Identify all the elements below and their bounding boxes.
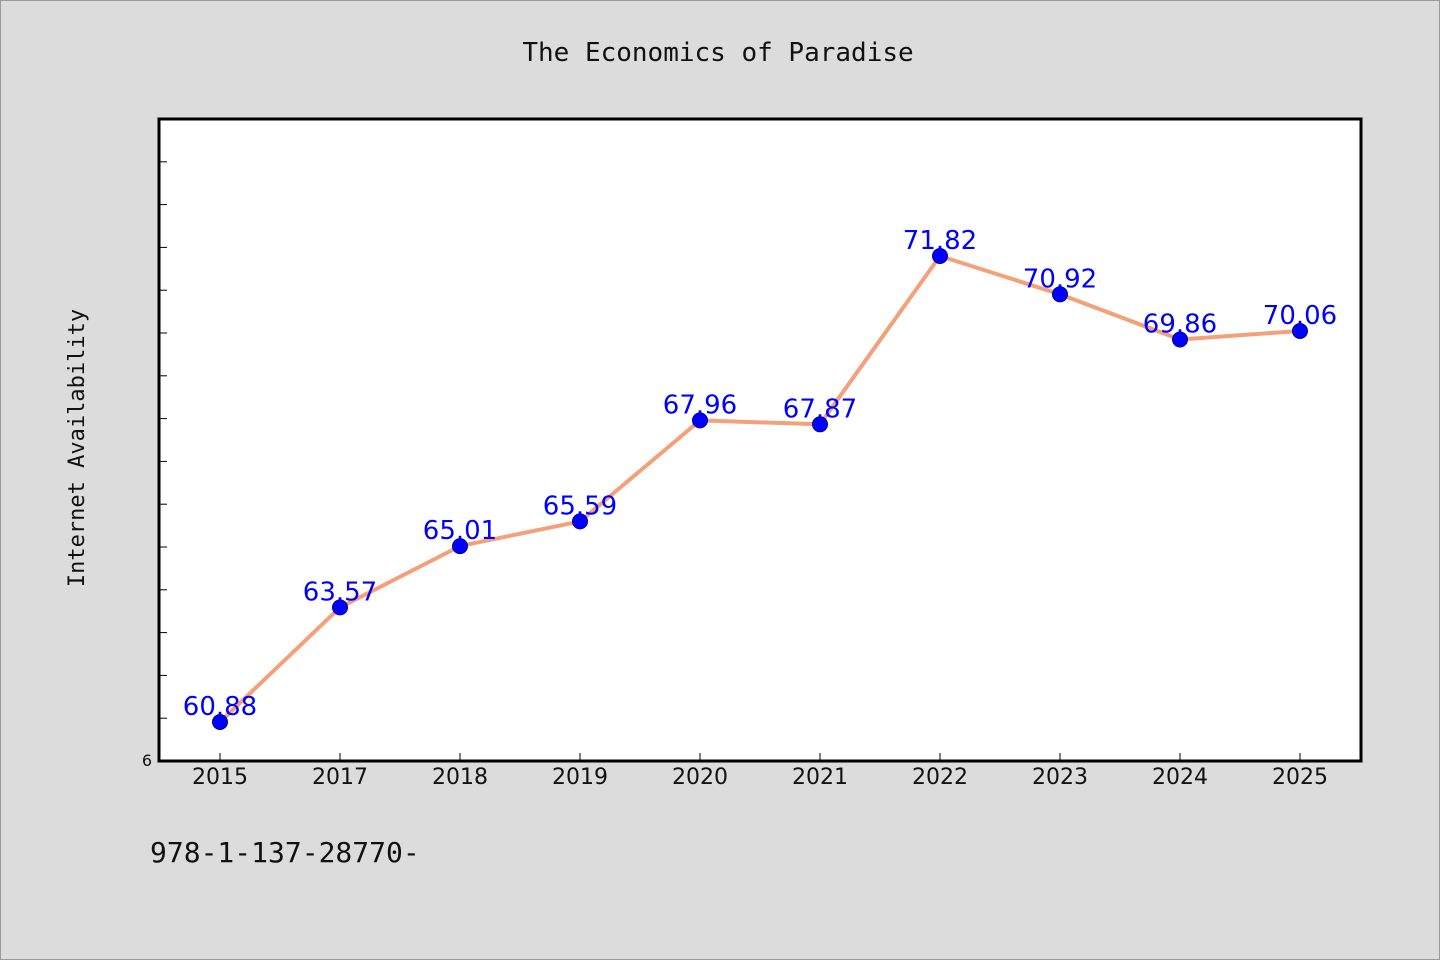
data-labels: 60.88 63.57 65.01 65.59 67.96 67.87 71.82 70.92…	[183, 226, 1337, 722]
data-point-marker	[452, 538, 468, 555]
plot-area	[157, 117, 1363, 763]
data-point-marker	[812, 416, 828, 433]
x-tick-label: 2015	[192, 765, 248, 790]
data-value-label: 67.87	[783, 394, 857, 424]
data-points	[212, 248, 1308, 730]
data-value-label: 63.57	[303, 577, 377, 607]
data-value-label: 60.88	[183, 692, 257, 722]
x-tick-label: 2019	[552, 765, 608, 790]
data-point-marker	[1172, 331, 1188, 348]
data-value-label: 70.92	[1023, 264, 1097, 294]
x-tick-label: 2017	[312, 765, 368, 790]
data-point-marker	[1292, 323, 1308, 339]
data-point-marker	[572, 513, 588, 530]
x-axis-ticks	[219, 753, 1301, 761]
data-point-marker	[932, 248, 948, 264]
data-point-marker	[1052, 286, 1068, 303]
x-tick-label: 2021	[792, 765, 848, 790]
series-line	[218, 254, 1301, 724]
x-tick-label: 2024	[1152, 765, 1208, 790]
isbn-footer-text: 978-1-137-28770-	[150, 836, 420, 869]
y-axis-ticks	[159, 161, 167, 719]
data-value-label: 71.82	[903, 226, 977, 256]
x-tick-label: 2023	[1032, 765, 1088, 790]
data-value-label: 67.96	[663, 390, 737, 420]
x-tick-label: 2020	[672, 765, 728, 790]
x-tick-label: 2018	[432, 765, 488, 790]
data-point-marker	[332, 599, 348, 616]
data-value-label: 70.06	[1263, 301, 1337, 331]
data-value-label: 69.86	[1143, 310, 1217, 340]
x-tick-label: 2025	[1272, 765, 1328, 790]
data-value-label: 65.59	[543, 491, 617, 521]
y-axis-label: Internet Availability	[65, 309, 90, 587]
data-value-label: 65.01	[423, 516, 497, 546]
data-point-marker	[212, 714, 228, 730]
data-point-marker	[692, 412, 708, 429]
x-axis-tick-labels: 2015 2017 2018 2019 2020 2021 2022 2023 2024 2025	[192, 765, 1328, 790]
chart-title: The Economics of Paradise	[522, 38, 913, 68]
x-tick-label: 2022	[912, 765, 968, 790]
y-tick-label: 6	[142, 751, 152, 770]
